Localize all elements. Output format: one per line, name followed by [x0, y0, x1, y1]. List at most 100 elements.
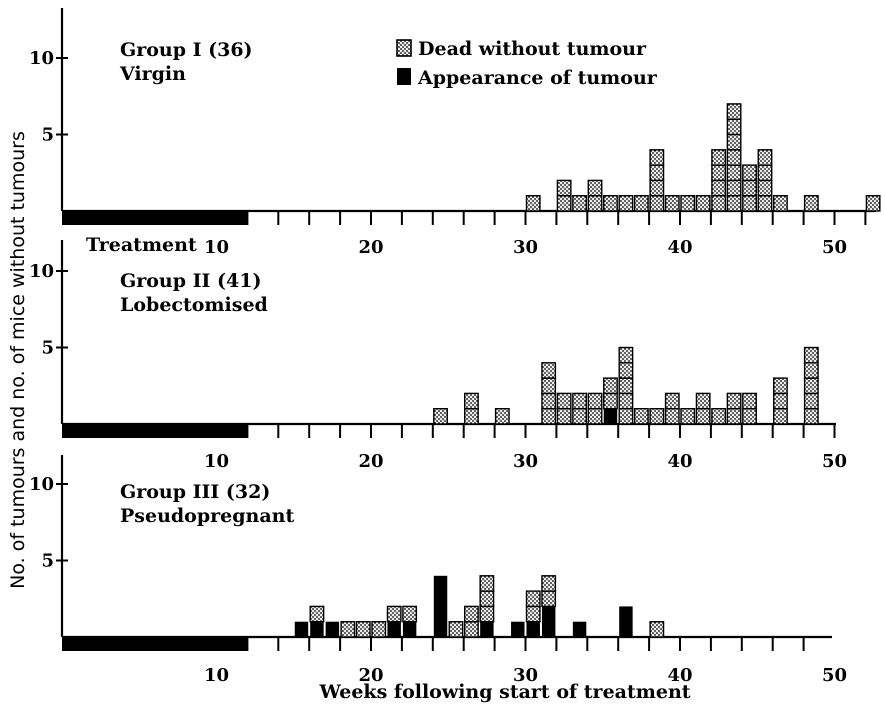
bar-dead-without-tumour-week-44	[742, 179, 757, 197]
bar-dead-without-tumour-week-40	[680, 408, 696, 425]
y-tick-label-10: 10	[29, 261, 54, 282]
bar-dead-without-tumour-week-24	[433, 408, 448, 425]
bar-dead-without-tumour-week-45	[757, 149, 773, 166]
bar-dead-without-tumour-week-48	[803, 194, 819, 212]
x-tick-label-50: 50	[822, 665, 847, 686]
x-tick-label-20: 20	[358, 237, 383, 258]
x-tick-label-50: 50	[822, 451, 847, 472]
bar-dead-without-tumour-week-26	[464, 621, 479, 638]
bar-dead-without-tumour-week-16	[309, 605, 325, 623]
panel-1-subtitle: Virgin	[119, 63, 186, 85]
y-tick-label-5: 5	[41, 338, 54, 359]
bar-dead-without-tumour-week-31	[541, 590, 557, 608]
bar-dead-without-tumour-week-33	[572, 408, 587, 425]
bar-dead-without-tumour-week-32	[556, 392, 572, 410]
x-tick-label-30: 30	[513, 665, 538, 686]
bar-dead-without-tumour-week-42	[711, 164, 727, 182]
bar-appearance-of-tumour-week-35	[603, 408, 618, 424]
x-tick-label-30: 30	[513, 451, 538, 472]
x-axis-label: Weeks following start of treatment	[318, 681, 690, 703]
bar-dead-without-tumour-week-44	[742, 392, 757, 410]
bar-dead-without-tumour-week-38	[649, 179, 665, 197]
bar-dead-without-tumour-week-39	[664, 392, 680, 410]
bar-appearance-of-tumour-week-24	[433, 575, 448, 637]
legend-label-appearance-of-tumour: Appearance of tumour	[417, 67, 658, 89]
bar-dead-without-tumour-week-27	[479, 575, 495, 592]
y-tick-label-10: 10	[29, 474, 54, 495]
bar-dead-without-tumour-week-36	[618, 346, 634, 364]
treatment-bar	[62, 637, 248, 651]
panel-3-subtitle: Pseudopregnant	[120, 505, 294, 527]
panel-2-subtitle: Lobectomised	[120, 294, 268, 316]
bar-dead-without-tumour-week-30	[525, 194, 541, 212]
x-tick-label-30: 30	[513, 237, 538, 258]
bar-dead-without-tumour-week-37	[633, 408, 649, 425]
bar-dead-without-tumour-week-33	[572, 194, 587, 212]
legend-swatch-appearance-of-tumour	[397, 68, 411, 85]
bar-dead-without-tumour-week-37	[633, 194, 649, 212]
bar-dead-without-tumour-week-25	[448, 621, 464, 638]
bar-dead-without-tumour-week-43	[726, 392, 742, 410]
bar-appearance-of-tumour-week-27	[480, 621, 494, 637]
bar-dead-without-tumour-week-43	[726, 194, 742, 212]
bar-dead-without-tumour-week-36	[618, 408, 634, 425]
bar-appearance-of-tumour-week-17	[325, 621, 340, 637]
panel-2-title: Group II (41)	[120, 270, 261, 292]
bar-dead-without-tumour-week-38	[649, 164, 665, 182]
y-tick-label-5: 5	[41, 551, 54, 572]
bar-dead-without-tumour-week-38	[649, 194, 665, 212]
treatment-label: Treatment	[86, 234, 197, 256]
bar-appearance-of-tumour-week-21	[387, 621, 401, 637]
bar-dead-without-tumour-week-48	[803, 362, 819, 379]
bar-dead-without-tumour-week-21	[386, 605, 402, 623]
bar-dead-without-tumour-week-35	[603, 392, 618, 410]
bar-dead-without-tumour-week-27	[479, 590, 495, 608]
bar-dead-without-tumour-week-43	[726, 179, 742, 197]
bar-dead-without-tumour-week-38	[649, 408, 665, 425]
bar-dead-without-tumour-week-33	[572, 392, 587, 410]
bar-appearance-of-tumour-week-22	[402, 621, 417, 637]
bar-dead-without-tumour-week-22	[402, 605, 418, 623]
bar-dead-without-tumour-week-52	[865, 194, 881, 212]
panel-2: 5 10 10 20 30 40 50	[29, 240, 847, 472]
bar-dead-without-tumour-week-26	[464, 408, 479, 425]
bar-dead-without-tumour-week-43	[726, 149, 742, 166]
bar-dead-without-tumour-week-19	[355, 621, 371, 638]
bar-dead-without-tumour-week-41	[695, 408, 711, 425]
bar-dead-without-tumour-week-42	[711, 194, 727, 212]
bar-dead-without-tumour-week-41	[695, 392, 711, 410]
treatment-bar	[62, 211, 248, 225]
panel-3-title: Group III (32)	[120, 481, 270, 503]
x-tick-label-50: 50	[822, 237, 847, 258]
bar-dead-without-tumour-week-48	[803, 408, 819, 425]
bar-dead-without-tumour-week-48	[803, 377, 819, 395]
y-axis-label: No. of tumours and no. of mice without t…	[7, 131, 29, 589]
bar-dead-without-tumour-week-30	[525, 605, 541, 623]
bar-dead-without-tumour-week-34	[587, 179, 603, 197]
bar-appearance-of-tumour-week-16	[310, 621, 324, 637]
bar-dead-without-tumour-week-28	[494, 408, 510, 425]
x-tick-label-20: 20	[358, 665, 383, 686]
bar-dead-without-tumour-week-31	[541, 362, 557, 379]
legend-label-dead-without-tumour: Dead without tumour	[418, 38, 647, 60]
bar-appearance-of-tumour-week-29	[511, 621, 525, 637]
bar-dead-without-tumour-week-32	[556, 194, 572, 212]
bar-dead-without-tumour-week-43	[726, 408, 742, 425]
bar-dead-without-tumour-week-31	[541, 392, 557, 410]
bar-dead-without-tumour-week-43	[726, 103, 742, 120]
bar-dead-without-tumour-week-44	[742, 164, 757, 182]
bar-dead-without-tumour-week-31	[541, 377, 557, 395]
y-tick-label-10: 10	[29, 48, 54, 69]
bar-dead-without-tumour-week-43	[726, 164, 742, 182]
bar-dead-without-tumour-week-42	[711, 179, 727, 197]
bar-dead-without-tumour-week-43	[726, 133, 742, 151]
bar-dead-without-tumour-week-34	[587, 392, 603, 410]
bar-dead-without-tumour-week-38	[649, 621, 665, 638]
bar-dead-without-tumour-week-34	[587, 194, 603, 212]
bar-dead-without-tumour-week-26	[464, 392, 479, 410]
bar-appearance-of-tumour-week-31	[541, 606, 556, 637]
bar-appearance-of-tumour-week-33	[572, 621, 587, 637]
bar-dead-without-tumour-week-42	[711, 149, 727, 166]
bar-dead-without-tumour-week-31	[541, 575, 557, 592]
